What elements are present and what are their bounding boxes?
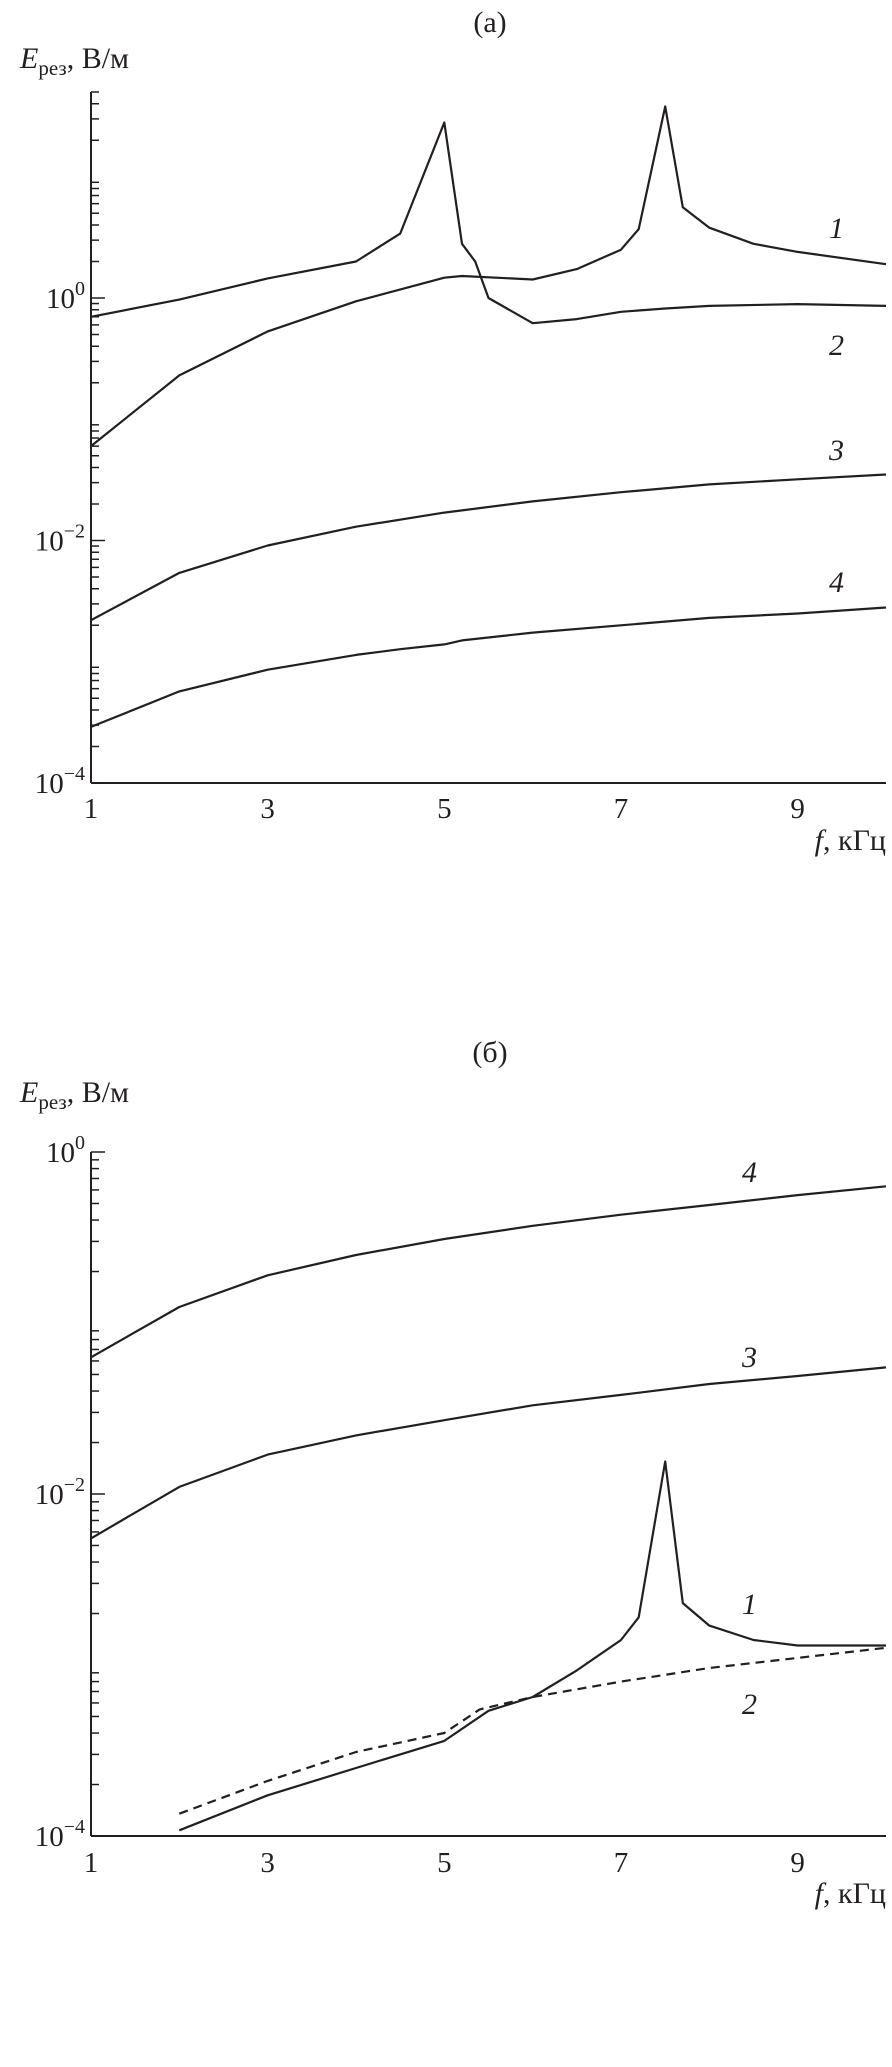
y-tick-exponent: −2	[64, 1474, 85, 1496]
x-tick-label: 1	[84, 1847, 99, 1879]
series-label-4: 4	[829, 566, 844, 599]
series-line-3	[90, 473, 887, 622]
y-tick-base: 10	[35, 1821, 64, 1853]
x-axis-label: f, кГц	[815, 1877, 886, 1910]
x-tick-label: 3	[260, 793, 275, 825]
y-tick-label: 10−4	[35, 1816, 85, 1853]
chart-title: (а)	[473, 6, 506, 39]
x-label-unit: , кГц	[823, 1877, 886, 1910]
y-tick-label: 10−2	[35, 521, 85, 558]
series-label-2: 2	[742, 1688, 757, 1721]
y-tick-base: 10	[35, 526, 64, 558]
series-label-3: 3	[741, 1341, 757, 1374]
y-tick-label: 100	[46, 1132, 85, 1169]
x-tick-label: 5	[437, 1847, 452, 1879]
x-tick-label: 7	[614, 1847, 629, 1879]
y-label-unit: , В/м	[67, 42, 129, 75]
y-label-symbol: E	[19, 42, 38, 75]
series-line-1	[90, 105, 887, 447]
y-tick-exponent: 0	[75, 278, 85, 300]
series-label-3: 3	[828, 434, 844, 467]
series-label-1: 1	[742, 1588, 757, 1621]
x-tick-label: 9	[790, 793, 805, 825]
series-line-3	[90, 1366, 887, 1540]
y-label-unit: , В/м	[67, 1076, 129, 1109]
y-axis-label: Eрез, В/м	[19, 42, 129, 80]
chart-title: (б)	[472, 1036, 507, 1069]
series-line-2	[90, 121, 887, 325]
y-tick-base: 10	[46, 1137, 75, 1169]
y-label-symbol: E	[19, 1076, 38, 1109]
y-label-subscript: рез	[38, 56, 66, 80]
y-tick-exponent: −2	[64, 521, 85, 543]
y-label-subscript: рез	[38, 1090, 66, 1114]
y-tick-exponent: −4	[64, 1816, 85, 1838]
x-tick-label: 5	[437, 793, 452, 825]
x-label-unit: , кГц	[823, 824, 886, 857]
x-tick-label: 1	[84, 793, 99, 825]
x-tick-label: 9	[790, 1847, 805, 1879]
y-axis-label: Eрез, В/м	[19, 1076, 129, 1114]
x-axis-label: f, кГц	[815, 824, 886, 857]
y-tick-base: 10	[35, 768, 64, 800]
series-label-4: 4	[742, 1156, 757, 1189]
y-tick-exponent: 0	[75, 1132, 85, 1154]
y-tick-exponent: −4	[64, 763, 85, 785]
series-line-2	[178, 1646, 887, 1815]
x-tick-label: 3	[260, 1847, 275, 1879]
y-tick-label: 10−4	[35, 763, 85, 800]
series-line-4	[90, 606, 887, 728]
y-tick-base: 10	[35, 1479, 64, 1511]
y-tick-label: 10−2	[35, 1474, 85, 1511]
series-label-2: 2	[829, 329, 844, 362]
y-tick-base: 10	[46, 283, 75, 315]
series-line-4	[90, 1185, 887, 1359]
series-label-1: 1	[829, 212, 844, 245]
y-tick-label: 100	[46, 278, 85, 315]
series-line-1	[178, 1460, 886, 1832]
x-tick-label: 7	[614, 793, 629, 825]
